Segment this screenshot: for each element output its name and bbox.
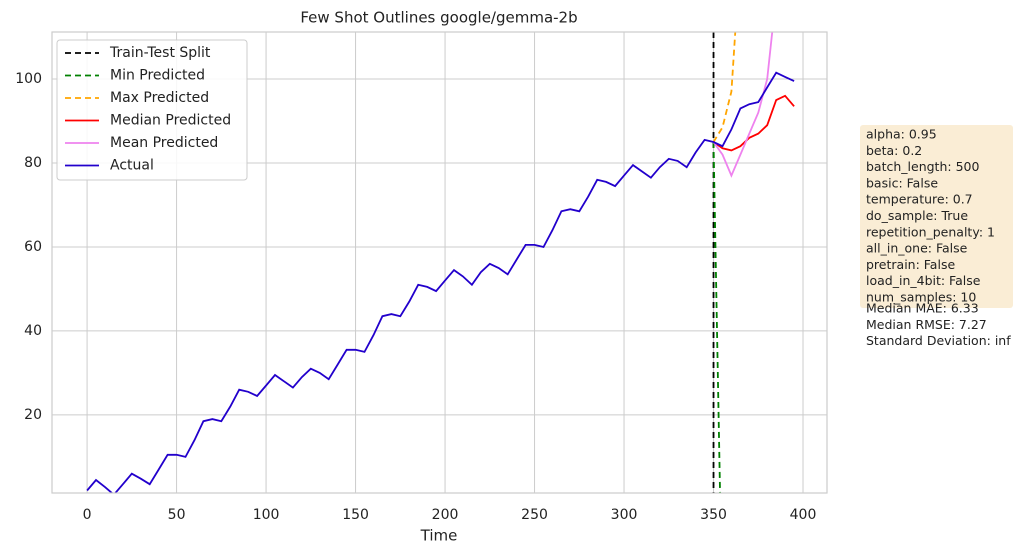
y-tick-label: 80: [24, 155, 42, 171]
legend: Train-Test Split Min Predicted Max Predict…: [56, 39, 248, 181]
annotation-text: all_in_one: False: [866, 241, 968, 256]
annotation-text: num_samples: 10: [866, 290, 976, 305]
y-tick-label: 40: [24, 323, 42, 339]
legend-label: Train-Test Split: [109, 45, 211, 61]
annotation-text: basic: False: [866, 175, 938, 190]
x-tick-label: 100: [253, 507, 280, 523]
x-tick-label: 0: [83, 507, 92, 523]
x-tick-label: 50: [168, 507, 186, 523]
annotation-text: beta: 0.2: [866, 143, 922, 158]
x-tick-label: 250: [521, 507, 548, 523]
legend-label: Mean Predicted: [110, 135, 218, 151]
annotation-text: alpha: 0.95: [866, 127, 937, 142]
y-tick-label: 60: [24, 239, 42, 255]
annotation-text: temperature: 0.7: [866, 192, 973, 207]
series-line: [712, 32, 774, 178]
x-tick-label: 400: [790, 507, 817, 523]
plot-frame: [51, 31, 828, 494]
annotation-text: load_in_4bit: False: [866, 273, 981, 288]
annotation-text: do_sample: True: [866, 208, 968, 223]
y-tick-label: 20: [24, 407, 42, 423]
plot-lines: [86, 32, 795, 493]
metric-text: Median MAE: 6.33: [866, 301, 979, 316]
legend-box: [56, 39, 248, 181]
x-tick-label: 200: [432, 507, 459, 523]
x-tick-label: 300: [611, 507, 638, 523]
annotation-text: batch_length: 500: [866, 159, 979, 174]
annotation-box: [860, 125, 1013, 308]
chart-title: Few Shot Outlines google/gemma-2b: [300, 9, 577, 27]
x-tick-label: 150: [342, 507, 369, 523]
series-line: [712, 141, 721, 493]
annotation-text: pretrain: False: [866, 257, 955, 272]
metric-text: Standard Deviation: inf: [866, 333, 1011, 348]
legend-label: Actual: [110, 158, 154, 174]
annotation-text: repetition_penalty: 1: [866, 224, 995, 239]
series-line: [86, 71, 795, 493]
x-tick-label: 350: [700, 507, 727, 523]
y-tick-label: 100: [15, 71, 42, 87]
x-axis-label: Time: [420, 527, 458, 545]
legend-label: Min Predicted: [110, 68, 205, 84]
legend-label: Max Predicted: [110, 90, 209, 106]
metric-text: Median RMSE: 7.27: [866, 317, 987, 332]
series-line: [712, 32, 737, 143]
series-line: [712, 94, 795, 152]
legend-label: Median Predicted: [110, 113, 231, 129]
grid: 0 50 100 150 200 250 300 350 400 20 40 60 80 100: [15, 32, 827, 523]
